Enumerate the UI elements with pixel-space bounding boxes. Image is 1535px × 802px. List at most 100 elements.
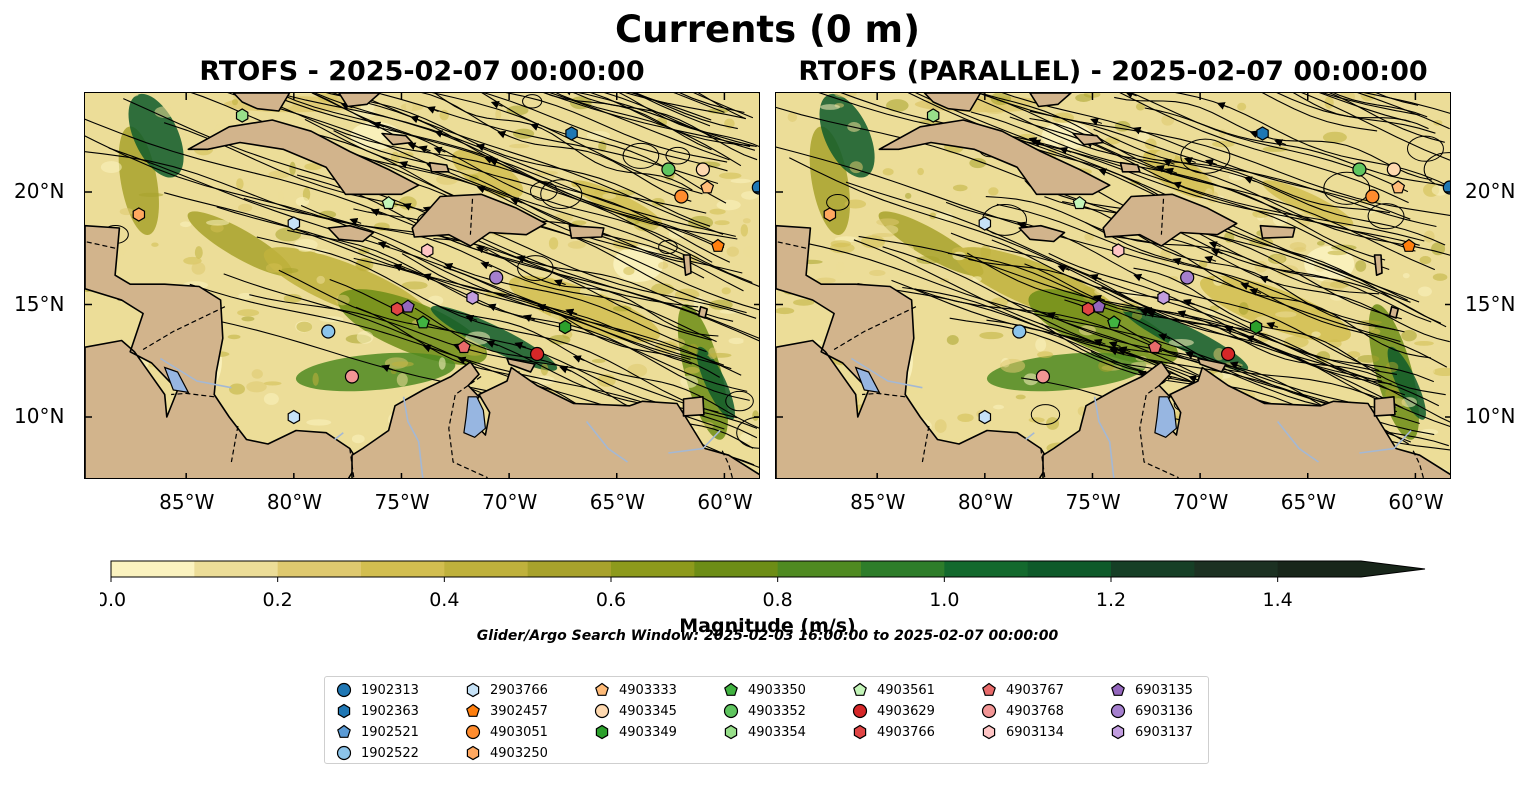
current-speed-speckle <box>1316 351 1331 363</box>
float-marker-2903766 <box>978 216 992 231</box>
colorbar-outline <box>110 560 1426 578</box>
current-direction-arrow <box>497 130 510 139</box>
legend-label: 1902363 <box>361 703 419 719</box>
float-marker-4903333 <box>700 180 715 194</box>
legend-entry: 4903354 <box>722 722 806 742</box>
float-marker-1902363 <box>1256 126 1269 141</box>
float-marker-1902313 <box>1442 180 1450 195</box>
lon-tick-label: 85°W <box>850 490 906 514</box>
current-streamline <box>443 266 732 370</box>
country-border <box>862 392 906 398</box>
current-streamline <box>333 130 744 292</box>
current-direction-arrow <box>433 146 446 155</box>
current-speed-speckle <box>820 104 840 110</box>
lake-maracaibo <box>463 396 487 438</box>
current-streamline <box>1093 128 1446 246</box>
current-speed-speckle <box>882 225 899 235</box>
legend-label: 4903561 <box>877 682 935 698</box>
legend-entry: 6903135 <box>1109 680 1193 700</box>
current-speed-speckle <box>495 108 502 120</box>
legend-label: 3902457 <box>490 703 548 719</box>
current-speed-speckle <box>1283 336 1309 348</box>
lat-tick-label: 20°N <box>14 179 65 203</box>
current-speed-speckle <box>1293 247 1307 253</box>
colorbar-segment <box>1027 561 1112 577</box>
legend-marker-hexagon-icon <box>466 682 480 698</box>
current-streamline <box>1009 116 1390 271</box>
current-speed-speckle <box>776 307 795 315</box>
colorbar-segment <box>527 561 612 577</box>
lat-tick-label: 15°N <box>14 291 65 316</box>
current-streamline <box>1001 93 1411 220</box>
legend-marker-hexagon-icon <box>982 724 996 740</box>
colorbar-tick-label: 0.2 <box>263 589 293 611</box>
current-speed-speckle <box>871 233 895 238</box>
legend-marker-circle-icon <box>852 703 868 719</box>
current-speed-speckle <box>1000 358 1026 373</box>
legend-label: 1902521 <box>361 724 419 740</box>
lon-tick-label: 65°W <box>589 490 645 514</box>
current-speed-speckle <box>316 275 325 284</box>
lesser-antilles-land <box>697 305 709 319</box>
current-streamline <box>1130 93 1409 193</box>
current-direction-arrow <box>410 115 423 124</box>
float-marker-4903345 <box>695 162 710 177</box>
current-direction-arrow <box>490 101 503 109</box>
legend-entry: 4903345 <box>593 701 677 721</box>
current-direction-arrow <box>1274 139 1287 147</box>
legend-marker-circle-icon <box>723 703 739 719</box>
current-speed-speckle <box>228 383 245 395</box>
current-direction-arrow <box>1089 273 1102 282</box>
colorbar-tick-label: 1.4 <box>1263 589 1293 611</box>
float-marker-4903352 <box>661 162 676 177</box>
current-speed-speckle <box>1098 359 1115 372</box>
current-streamline <box>85 135 742 376</box>
legend-entry: 6903134 <box>980 722 1064 742</box>
country-border <box>776 240 807 249</box>
country-border <box>721 450 734 478</box>
current-speed-speckle <box>1135 102 1145 111</box>
current-direction-arrow <box>1108 341 1121 349</box>
float-marker-4903352 <box>1352 162 1367 177</box>
current-speed-speckle <box>787 112 798 122</box>
colorbar-segment <box>277 561 362 577</box>
current-streamline <box>840 93 1416 252</box>
legend-label: 4903333 <box>619 682 677 698</box>
current-speed-speckle <box>1357 354 1380 363</box>
legend-entry: 6903137 <box>1109 722 1193 742</box>
bahamas-land <box>381 132 414 146</box>
current-speed-speckle <box>612 305 632 312</box>
current-streamline <box>164 192 691 360</box>
legend-entry: 1902522 <box>335 743 419 763</box>
bahamas-land <box>428 161 450 173</box>
current-speed-speckle <box>401 281 428 290</box>
current-speed-speckle <box>154 106 175 118</box>
current-streamline <box>914 93 1420 303</box>
current-streamline <box>996 203 1405 333</box>
current-direction-arrow <box>1146 310 1159 318</box>
current-speed-speckle <box>728 337 745 345</box>
lon-tick-label: 70°W <box>482 490 538 514</box>
current-streamline <box>190 93 743 274</box>
float-marker-6903134 <box>421 243 434 258</box>
current-speed-speckle <box>719 172 742 179</box>
colorbar-segment <box>1194 561 1279 577</box>
country-border <box>85 240 116 249</box>
legend-entry: 4903767 <box>980 680 1064 700</box>
current-speed-speckle <box>733 210 753 215</box>
current-streamline <box>431 93 703 195</box>
current-speed-speckle <box>1144 138 1157 150</box>
current-speed-speckle <box>740 224 749 237</box>
current-speed-speckle <box>312 372 319 386</box>
current-speed-speckle <box>1417 286 1432 297</box>
current-direction-arrow <box>1098 168 1111 176</box>
current-direction-arrow <box>349 218 362 226</box>
legend-entry: 4903768 <box>980 701 1064 721</box>
country-border <box>833 306 917 351</box>
current-streamline <box>85 151 699 308</box>
current-speed-speckle <box>1130 361 1156 369</box>
current-speed-speckle <box>946 334 959 345</box>
current-speed-speckle <box>151 242 159 247</box>
current-direction-arrow <box>1240 282 1253 290</box>
current-speed-speckle <box>263 381 282 386</box>
